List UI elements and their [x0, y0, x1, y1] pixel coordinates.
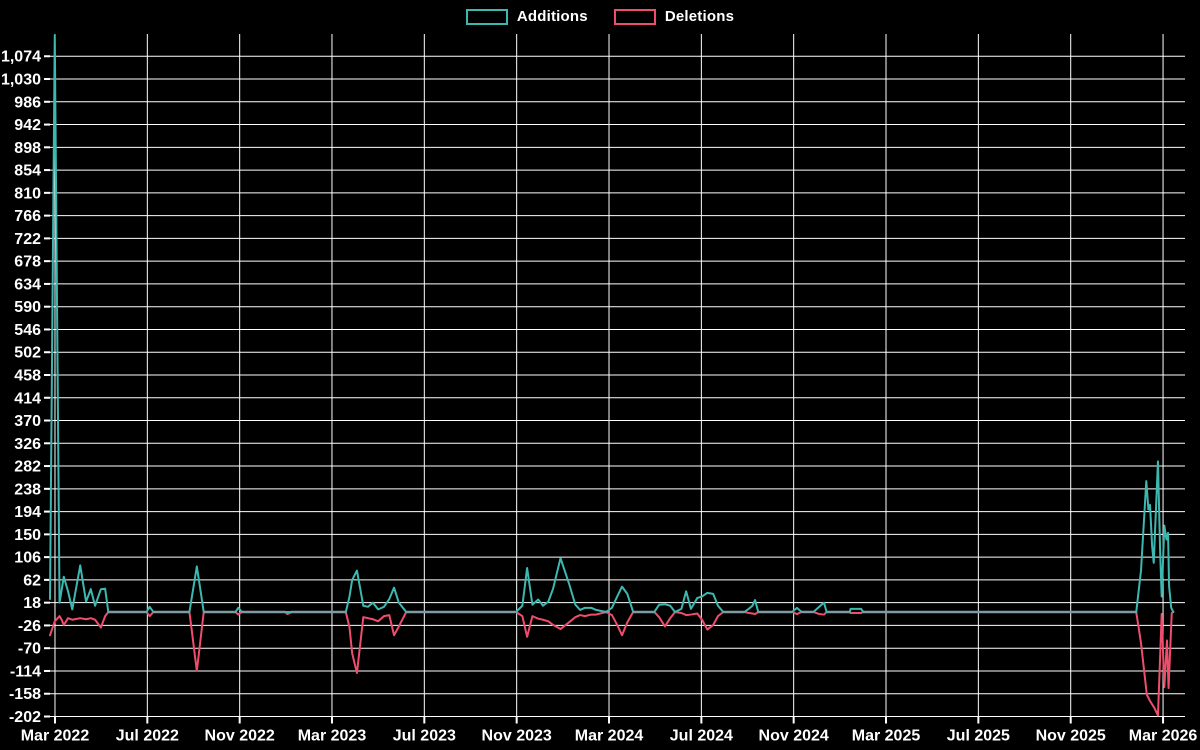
additions-swatch-icon: [465, 8, 508, 25]
svg-text:Mar 2022: Mar 2022: [21, 728, 90, 745]
svg-text:1,030: 1,030: [1, 72, 41, 89]
svg-text:238: 238: [14, 481, 41, 498]
deletions-swatch-icon: [613, 8, 656, 25]
legend-item-additions[interactable]: Additions: [465, 8, 588, 25]
svg-text:282: 282: [14, 459, 41, 476]
legend-item-deletions[interactable]: Deletions: [613, 8, 735, 25]
svg-text:502: 502: [14, 345, 41, 362]
svg-text:678: 678: [14, 254, 41, 271]
svg-text:18: 18: [23, 595, 41, 612]
svg-text:150: 150: [14, 527, 41, 544]
svg-text:810: 810: [14, 185, 41, 202]
svg-text:Nov 2024: Nov 2024: [759, 728, 829, 745]
svg-text:854: 854: [14, 163, 41, 180]
legend-label-additions: Additions: [516, 8, 588, 25]
svg-text:458: 458: [14, 367, 41, 384]
svg-text:370: 370: [14, 413, 41, 430]
svg-text:Nov 2022: Nov 2022: [205, 728, 275, 745]
svg-text:62: 62: [23, 572, 41, 589]
svg-text:-26: -26: [18, 618, 41, 635]
svg-text:326: 326: [14, 436, 41, 453]
svg-text:194: 194: [14, 504, 41, 521]
svg-text:-202: -202: [9, 709, 41, 726]
svg-text:414: 414: [14, 390, 41, 407]
svg-text:Nov 2025: Nov 2025: [1036, 728, 1106, 745]
svg-text:986: 986: [14, 94, 41, 111]
svg-text:Jul 2025: Jul 2025: [947, 728, 1010, 745]
svg-text:546: 546: [14, 322, 41, 339]
svg-text:Mar 2024: Mar 2024: [575, 728, 644, 745]
chart-legend: Additions Deletions: [0, 8, 1200, 25]
svg-text:Mar 2023: Mar 2023: [298, 728, 367, 745]
svg-text:Jul 2022: Jul 2022: [116, 728, 179, 745]
svg-text:-158: -158: [9, 686, 41, 703]
svg-text:1,074: 1,074: [1, 49, 41, 66]
svg-text:-70: -70: [18, 641, 41, 658]
svg-text:106: 106: [14, 550, 41, 567]
svg-text:634: 634: [14, 276, 41, 293]
svg-text:Jul 2023: Jul 2023: [393, 728, 456, 745]
svg-text:942: 942: [14, 117, 41, 134]
svg-text:766: 766: [14, 208, 41, 225]
svg-text:898: 898: [14, 140, 41, 157]
svg-text:Mar 2026: Mar 2026: [1129, 728, 1198, 745]
svg-text:590: 590: [14, 299, 41, 316]
svg-text:Jul 2024: Jul 2024: [670, 728, 733, 745]
svg-text:Mar 2025: Mar 2025: [852, 728, 921, 745]
svg-text:722: 722: [14, 231, 41, 248]
svg-text:Nov 2023: Nov 2023: [482, 728, 552, 745]
svg-text:-114: -114: [10, 663, 41, 680]
legend-label-deletions: Deletions: [664, 8, 735, 25]
